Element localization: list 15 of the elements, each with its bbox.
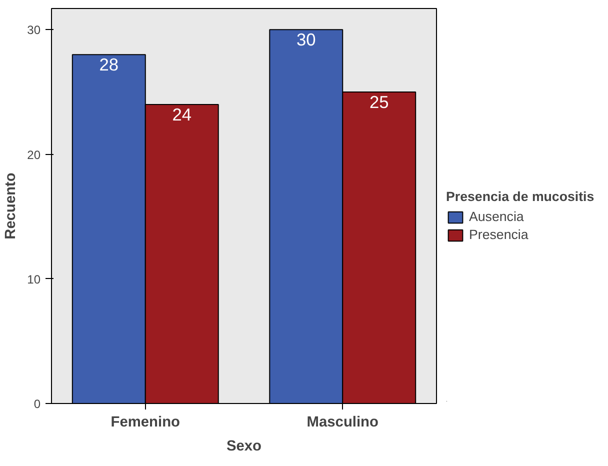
data-label: 28 (99, 54, 119, 75)
y-tick-label: 30 (27, 23, 41, 38)
x-tick-label: Masculino (306, 414, 378, 430)
legend-label: Presencia (469, 227, 528, 242)
legend-title: Presencia de mucositis (446, 189, 594, 204)
y-tick-label: 0 (34, 397, 41, 411)
y-tick-label: 10 (27, 272, 41, 286)
y-axis-title: Recuento (3, 172, 20, 240)
y-tick-label: 20 (27, 148, 41, 162)
x-axis-title: Sexo (226, 438, 262, 454)
data-label: 24 (172, 104, 192, 124)
x-tick-label: Femenino (110, 414, 180, 430)
data-label: 30 (296, 30, 316, 50)
data-label: 25 (369, 92, 389, 112)
legend-label: Ausencia (469, 209, 524, 224)
